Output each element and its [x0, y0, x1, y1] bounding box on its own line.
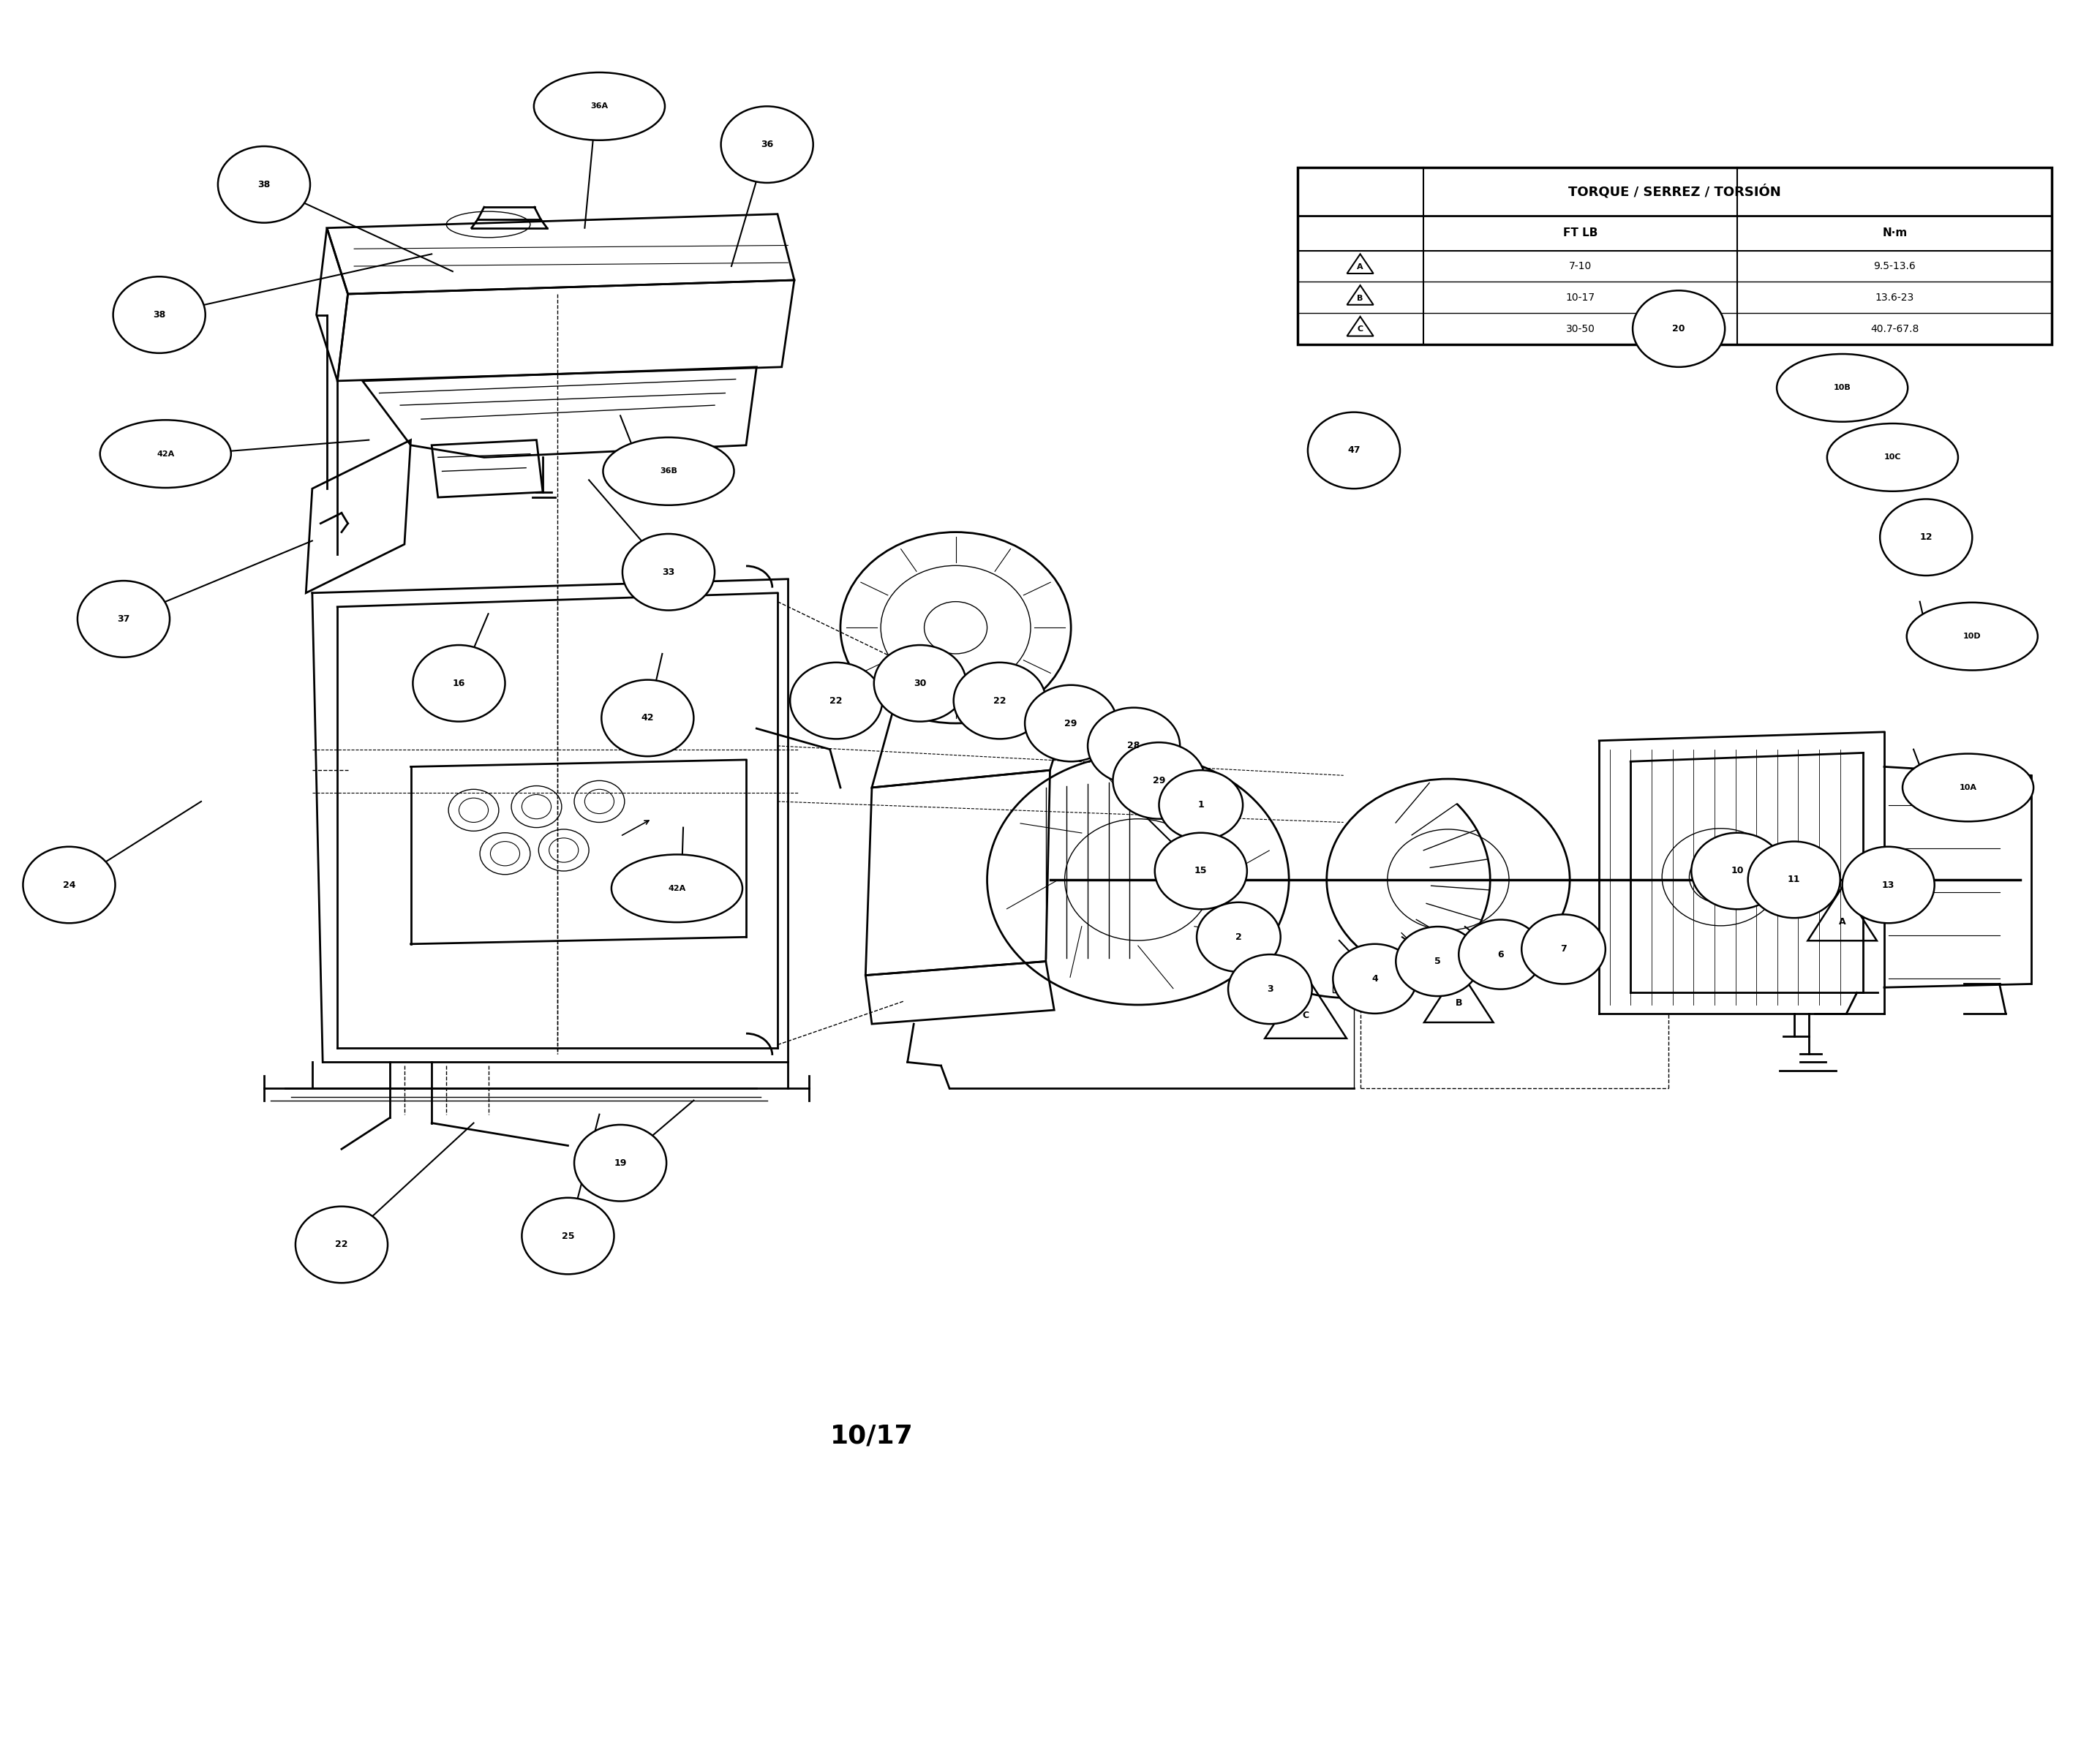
Text: 3: 3 [1266, 984, 1273, 995]
Text: 40.7-67.8: 40.7-67.8 [1871, 324, 1919, 334]
Text: 12: 12 [1919, 533, 1932, 542]
Text: 36: 36 [760, 139, 773, 150]
Circle shape [1113, 742, 1205, 819]
Text: 42A: 42A [158, 449, 174, 458]
Circle shape [1088, 707, 1180, 784]
Text: 47: 47 [1348, 446, 1361, 455]
FancyBboxPatch shape [1298, 167, 2052, 345]
Text: 13.6-23: 13.6-23 [1875, 293, 1913, 303]
Text: FT LB: FT LB [1562, 228, 1598, 239]
Ellipse shape [533, 73, 666, 139]
Circle shape [720, 106, 813, 183]
Circle shape [1880, 498, 1972, 575]
Text: 2: 2 [1235, 932, 1241, 942]
Text: 42: 42 [640, 712, 653, 723]
Text: C: C [1302, 1010, 1308, 1021]
Text: 24: 24 [63, 880, 76, 890]
Text: 20: 20 [1672, 324, 1684, 333]
Circle shape [521, 1198, 613, 1273]
Text: 10-17: 10-17 [1567, 293, 1594, 303]
Text: 1: 1 [1197, 800, 1203, 810]
Text: 7-10: 7-10 [1569, 261, 1592, 272]
Text: 10: 10 [1730, 866, 1743, 876]
Text: 29: 29 [1065, 718, 1077, 728]
Text: 37: 37 [118, 615, 130, 624]
Text: 28: 28 [1128, 740, 1140, 751]
Circle shape [1747, 841, 1840, 918]
Text: 16: 16 [454, 679, 466, 688]
Circle shape [1025, 685, 1117, 761]
Text: 38: 38 [258, 179, 271, 190]
Circle shape [1155, 833, 1247, 909]
Circle shape [78, 580, 170, 657]
Text: 10D: 10D [1964, 632, 1980, 639]
Text: 15: 15 [1195, 866, 1208, 876]
Circle shape [601, 679, 693, 756]
Circle shape [296, 1207, 388, 1282]
Text: 7: 7 [1560, 944, 1567, 955]
Text: 25: 25 [561, 1232, 573, 1240]
Text: 30-50: 30-50 [1567, 324, 1594, 334]
Circle shape [573, 1125, 666, 1202]
Text: A: A [1357, 263, 1363, 270]
Circle shape [874, 645, 966, 721]
Text: 13: 13 [1882, 880, 1894, 890]
Text: 22: 22 [336, 1240, 349, 1249]
Circle shape [1308, 413, 1401, 490]
Circle shape [622, 533, 714, 610]
Text: N·m: N·m [1882, 228, 1907, 239]
Circle shape [113, 277, 206, 354]
Circle shape [218, 146, 311, 223]
Circle shape [1459, 920, 1544, 989]
Ellipse shape [611, 855, 743, 922]
Text: TORQUE / SERREZ / TORSIÓN: TORQUE / SERREZ / TORSIÓN [1569, 185, 1781, 199]
Text: B: B [1455, 998, 1462, 1009]
Circle shape [23, 847, 116, 923]
Text: 4: 4 [1371, 974, 1378, 984]
Ellipse shape [1903, 754, 2033, 822]
Text: 30: 30 [914, 679, 926, 688]
Circle shape [1691, 833, 1783, 909]
Text: A: A [1840, 916, 1846, 927]
Circle shape [1397, 927, 1480, 996]
Text: 42A: 42A [668, 885, 687, 892]
Circle shape [1334, 944, 1418, 1014]
Circle shape [1228, 955, 1312, 1024]
Text: 10A: 10A [1959, 784, 1976, 791]
Circle shape [953, 662, 1046, 739]
Text: 5: 5 [1434, 956, 1441, 967]
Ellipse shape [1777, 354, 1907, 422]
Text: 38: 38 [153, 310, 166, 319]
Text: 36A: 36A [590, 103, 609, 110]
Text: 10B: 10B [1833, 385, 1850, 392]
Ellipse shape [1907, 603, 2037, 671]
Text: 9.5-13.6: 9.5-13.6 [1873, 261, 1915, 272]
Text: 36B: 36B [659, 467, 678, 476]
Ellipse shape [603, 437, 735, 505]
Ellipse shape [101, 420, 231, 488]
Text: 10C: 10C [1884, 453, 1900, 462]
Circle shape [1522, 915, 1604, 984]
Circle shape [1842, 847, 1934, 923]
Circle shape [1159, 770, 1243, 840]
Ellipse shape [1827, 423, 1957, 491]
Text: 19: 19 [613, 1158, 626, 1167]
Text: 29: 29 [1153, 775, 1166, 786]
Text: 11: 11 [1787, 874, 1800, 885]
Circle shape [414, 645, 506, 721]
Text: 22: 22 [830, 695, 842, 706]
Text: 6: 6 [1497, 949, 1504, 960]
Circle shape [1197, 902, 1281, 972]
Text: 33: 33 [662, 568, 674, 577]
Text: 10/17: 10/17 [830, 1423, 914, 1448]
Text: 22: 22 [993, 695, 1006, 706]
Circle shape [1632, 291, 1724, 368]
Text: C: C [1357, 326, 1363, 333]
Text: B: B [1357, 294, 1363, 301]
Circle shape [790, 662, 882, 739]
